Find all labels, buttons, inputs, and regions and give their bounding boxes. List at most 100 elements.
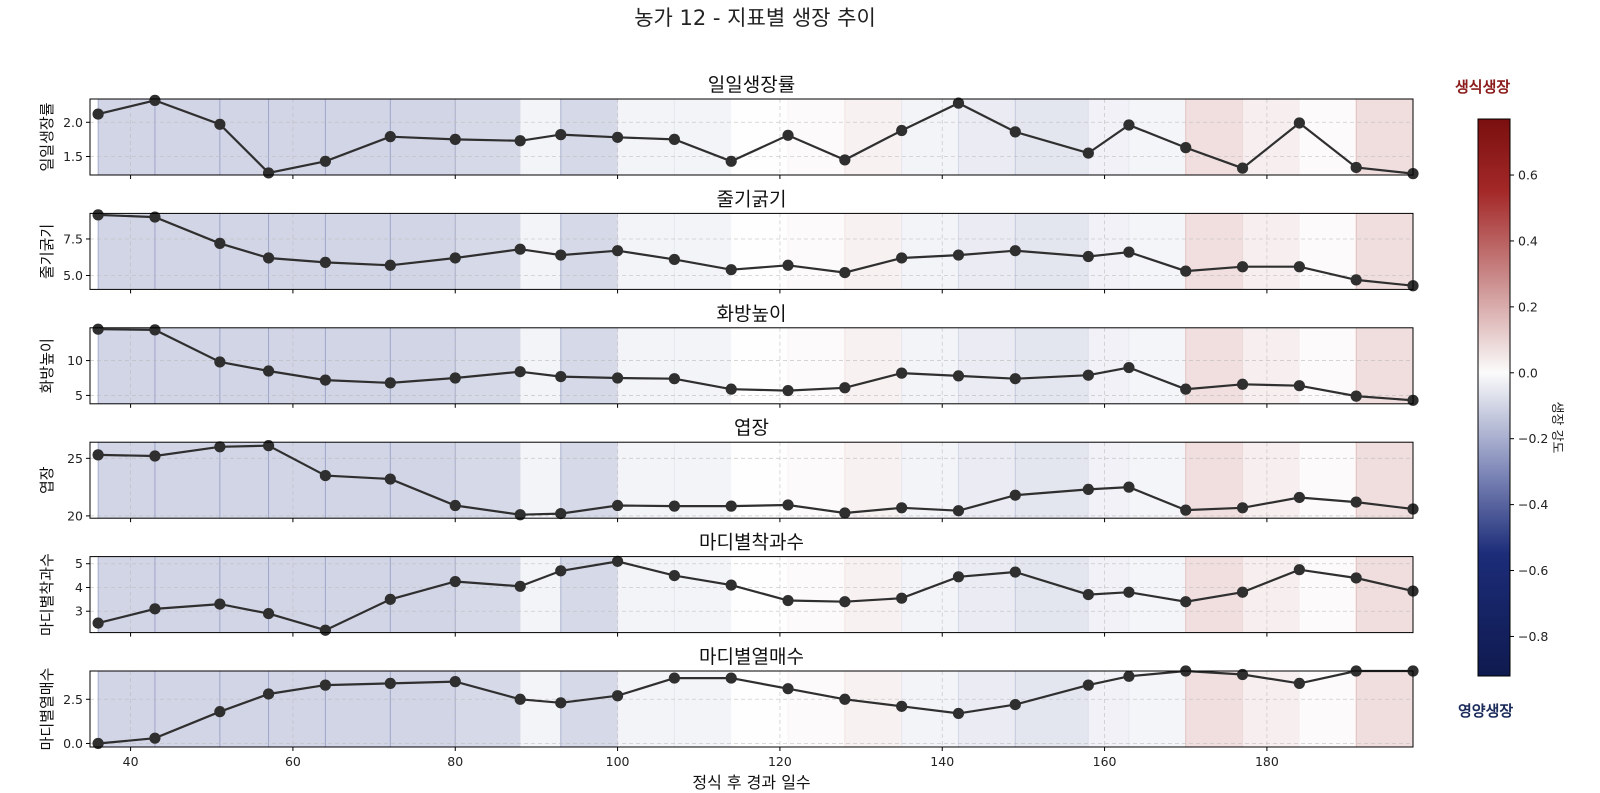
- data-point: [952, 370, 965, 382]
- panel-frame: [89, 212, 1414, 290]
- y-axis-label: 마디별열매수: [38, 668, 56, 751]
- colorbar-tick-label: −0.6: [1518, 563, 1548, 578]
- data-point: [449, 499, 461, 512]
- background-band: [1299, 327, 1357, 404]
- background-band: [844, 327, 902, 404]
- background-band: [1015, 442, 1089, 519]
- data-point: [725, 500, 737, 512]
- data-point: [1236, 261, 1249, 273]
- data-point: [896, 700, 908, 712]
- colorbar-top-label: 생식생장: [1455, 78, 1511, 96]
- colorbar-tick-label: 0.4: [1518, 233, 1538, 248]
- data-point: [1009, 698, 1021, 711]
- data-point: [555, 129, 567, 141]
- background-band: [154, 556, 220, 633]
- data-point: [668, 133, 680, 145]
- data-point: [782, 384, 794, 397]
- data-point: [668, 373, 680, 385]
- data-point: [782, 594, 794, 607]
- background-band: [98, 327, 155, 404]
- background-band: [674, 671, 732, 747]
- y-tick-label: 1.5: [63, 149, 83, 164]
- data-point: [1236, 502, 1249, 514]
- data-point: [555, 507, 567, 520]
- data-point: [92, 209, 104, 221]
- background-band: [1088, 213, 1129, 290]
- data-point: [319, 374, 331, 386]
- background-band: [325, 671, 391, 747]
- data-point: [149, 324, 161, 336]
- data-point: [262, 608, 275, 620]
- background-band: [1242, 213, 1300, 290]
- data-point: [839, 596, 851, 608]
- background-band: [731, 327, 789, 404]
- data-point: [1123, 586, 1135, 598]
- background-band: [390, 327, 456, 404]
- colorbar-bottom-label: 영양생장: [1458, 702, 1514, 720]
- background-band: [1185, 442, 1243, 519]
- series-line: [98, 444, 1414, 516]
- data-point: [262, 365, 275, 377]
- data-point: [839, 382, 851, 394]
- data-point: [952, 571, 965, 583]
- data-point: [1082, 589, 1094, 601]
- data-point: [1293, 677, 1305, 689]
- data-point: [1350, 496, 1362, 508]
- colorbar-tick-label: 0.0: [1518, 365, 1538, 380]
- background-band: [268, 213, 326, 290]
- series-line: [97, 560, 1414, 632]
- background-band: [219, 556, 269, 633]
- data-point: [668, 672, 680, 684]
- data-point: [214, 237, 226, 249]
- data-point: [384, 473, 396, 485]
- data-point: [611, 555, 624, 567]
- data-point: [319, 679, 331, 691]
- background-band: [788, 556, 845, 633]
- background-band: [1088, 442, 1129, 519]
- x-tick-label: 60: [285, 754, 301, 769]
- background-band: [455, 327, 521, 404]
- background-band: [560, 671, 618, 747]
- background-band: [1356, 327, 1413, 404]
- y-axis-label: 엽장: [38, 466, 56, 494]
- data-point: [514, 509, 526, 521]
- data-point: [952, 97, 965, 109]
- panel-frame: [89, 98, 1414, 176]
- background-band: [1299, 671, 1357, 747]
- background-band: [1088, 99, 1129, 175]
- background-band: [674, 99, 732, 175]
- background-band: [901, 327, 959, 404]
- background-band: [788, 671, 845, 747]
- background-band: [268, 327, 326, 404]
- data-point: [262, 252, 275, 264]
- data-point: [1123, 119, 1135, 131]
- data-point: [1082, 147, 1094, 159]
- panel-1: 일일생장률 1.5 2.0 일일생장률: [38, 74, 1419, 180]
- background-band: [731, 556, 789, 633]
- data-point: [555, 697, 567, 709]
- background-band: [455, 99, 521, 175]
- background-band: [1015, 556, 1089, 633]
- data-point: [1236, 586, 1249, 598]
- background-band: [1299, 556, 1357, 633]
- y-tick-label: 10: [67, 353, 83, 368]
- data-point: [149, 732, 161, 744]
- data-point: [384, 131, 396, 143]
- data-point: [896, 252, 908, 264]
- data-point: [725, 579, 737, 591]
- data-point: [952, 249, 965, 261]
- data-point: [1123, 481, 1135, 493]
- data-point: [896, 592, 908, 604]
- data-point: [514, 135, 526, 147]
- data-point: [1293, 261, 1305, 273]
- background-band: [219, 99, 269, 175]
- background-band: [325, 213, 391, 290]
- background-band: [901, 99, 959, 175]
- panel-title: 마디별착과수: [699, 532, 804, 554]
- data-point: [514, 693, 526, 705]
- data-point: [384, 259, 396, 271]
- y-axis-label: 화방높이: [38, 338, 56, 393]
- y-tick-label: 5: [75, 388, 83, 403]
- data-point: [1180, 596, 1192, 608]
